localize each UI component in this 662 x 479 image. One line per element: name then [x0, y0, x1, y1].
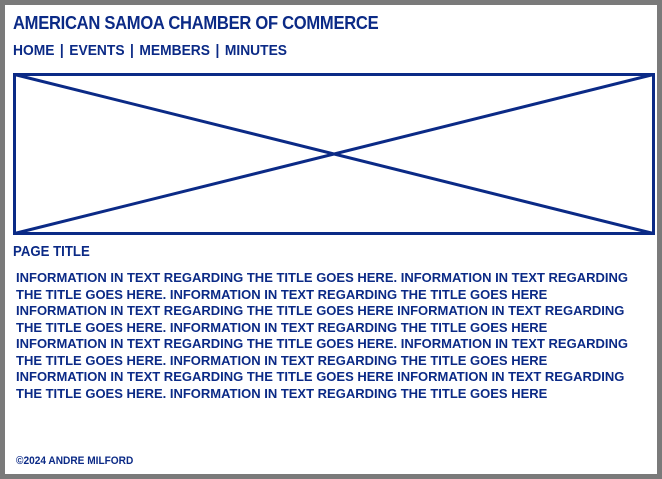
nav-separator: |	[130, 42, 134, 59]
nav-item-home[interactable]: HOME	[13, 42, 55, 59]
page-title: PAGE TITLE	[13, 243, 90, 260]
footer-copyright: ©2024 ANDRE MILFORD	[16, 455, 134, 467]
image-placeholder-icon	[13, 73, 655, 235]
page-frame: AMERICAN SAMOA CHAMBER OF COMMERCE HOME |…	[5, 5, 657, 474]
site-title: AMERICAN SAMOA CHAMBER OF COMMERCE	[13, 13, 379, 33]
nav-item-events[interactable]: EVENTS	[69, 42, 125, 59]
main-nav: HOME | EVENTS | MEMBERS | MINUTES	[13, 42, 287, 59]
content-paragraph: INFORMATION IN TEXT REGARDING THE TITLE …	[16, 336, 628, 401]
nav-item-members[interactable]: MEMBERS	[139, 42, 210, 59]
page-content: INFORMATION IN TEXT REGARDING THE TITLE …	[16, 270, 636, 402]
content-paragraph: INFORMATION IN TEXT REGARDING THE TITLE …	[16, 270, 628, 335]
nav-separator: |	[59, 42, 64, 59]
nav-separator: |	[215, 42, 220, 59]
hero-image-placeholder	[13, 73, 655, 235]
nav-item-minutes[interactable]: MINUTES	[224, 42, 287, 59]
